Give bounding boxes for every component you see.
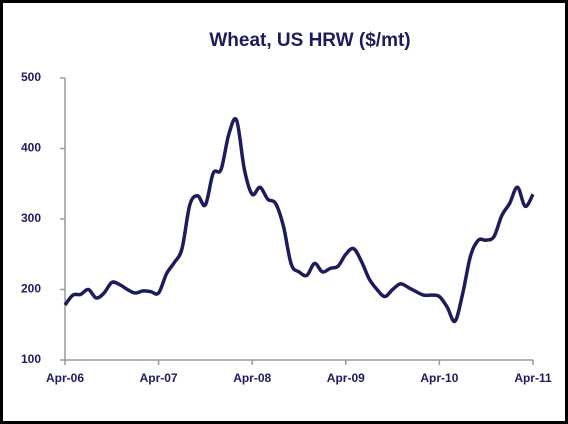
y-tick-label: 200	[21, 282, 41, 296]
y-tick-label: 400	[21, 141, 41, 155]
x-tick-label: Apr-08	[233, 371, 271, 385]
x-tick-label: Apr-07	[140, 371, 178, 385]
chart-title: Wheat, US HRW ($/mt)	[209, 30, 410, 51]
x-tick-label: Apr-09	[327, 371, 365, 385]
y-tick-label: 300	[21, 211, 41, 225]
x-tick-label: Apr-10	[420, 371, 458, 385]
chart: Wheat, US HRW ($/mt) 100 200 300 400 500 Apr-…	[21, 30, 552, 385]
y-tick-label: 100	[21, 352, 41, 366]
y-tick-label: 500	[21, 70, 41, 84]
line	[63, 117, 535, 324]
x-tick-label: Apr-06	[46, 371, 84, 385]
x-tick-label: Apr-11	[514, 371, 552, 385]
